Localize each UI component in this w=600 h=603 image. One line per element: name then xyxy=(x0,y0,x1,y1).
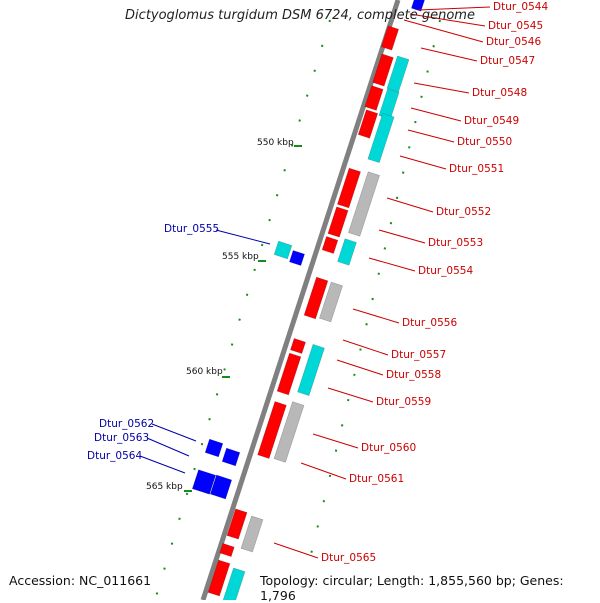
gene-label[interactable]: Dtur_0549 xyxy=(464,115,519,127)
scale-label-555: 555 kbp xyxy=(222,252,259,262)
rna-block[interactable] xyxy=(319,281,343,323)
gene-label[interactable]: Dtur_0544 xyxy=(493,1,548,13)
leader-line xyxy=(300,462,347,480)
leader-line xyxy=(386,197,434,213)
leader-line xyxy=(413,82,470,94)
leader-line xyxy=(215,229,271,245)
gene-block[interactable] xyxy=(257,401,287,459)
gene-block[interactable] xyxy=(372,53,394,87)
gene-block[interactable] xyxy=(327,206,349,238)
gene-block[interactable] xyxy=(290,338,306,354)
leader-line xyxy=(336,359,384,376)
gene-label[interactable]: Dtur_0546 xyxy=(486,36,541,48)
gene-block[interactable] xyxy=(219,543,235,557)
genome-backbone xyxy=(200,0,401,600)
cds-block[interactable] xyxy=(367,112,395,164)
leader-line xyxy=(420,47,478,62)
label-leaders xyxy=(139,6,491,559)
leader-line xyxy=(417,6,491,11)
gene-label[interactable]: Dtur_0547 xyxy=(480,55,535,67)
cds-block[interactable] xyxy=(337,238,357,266)
leader-line xyxy=(399,155,447,170)
leader-line xyxy=(409,13,486,27)
gene-label[interactable]: Dtur_0552 xyxy=(436,206,491,218)
gene-label[interactable]: Dtur_0565 xyxy=(321,552,376,564)
leader-line xyxy=(368,257,416,272)
leader-line xyxy=(410,107,462,122)
gene-label[interactable]: Dtur_0559 xyxy=(376,396,431,408)
leader-line xyxy=(407,129,455,143)
rna-block[interactable] xyxy=(273,401,305,463)
gene-label[interactable]: Dtur_0554 xyxy=(418,265,473,277)
gene-label[interactable]: Dtur_0551 xyxy=(449,163,504,175)
map-title: Dictyoglomus turgidum DSM 6724, complete… xyxy=(125,8,475,23)
gene-label[interactable]: Dtur_0553 xyxy=(428,237,483,249)
leader-line xyxy=(312,433,359,449)
gene-block[interactable] xyxy=(337,167,361,209)
gene-label[interactable]: Dtur_0564 xyxy=(87,450,142,462)
leader-line xyxy=(342,339,389,356)
gene-block[interactable] xyxy=(380,25,400,51)
scale-label-550: 550 kbp xyxy=(257,138,294,148)
leader-line xyxy=(352,308,400,324)
accession-text: Accession: NC_011661 xyxy=(9,573,152,588)
reverse-gene-block[interactable] xyxy=(221,447,241,467)
leader-line xyxy=(151,423,197,442)
leader-line xyxy=(139,455,186,474)
reverse-gene-block[interactable] xyxy=(289,250,305,266)
gene-block[interactable] xyxy=(364,85,384,111)
gene-label[interactable]: Dtur_0548 xyxy=(472,87,527,99)
cds-block[interactable] xyxy=(386,55,410,93)
reverse-gene-block[interactable] xyxy=(209,474,233,500)
gene-label[interactable]: Dtur_0560 xyxy=(361,442,416,454)
rna-block[interactable] xyxy=(240,515,264,553)
rna-block[interactable] xyxy=(348,171,380,237)
gene-block[interactable] xyxy=(321,236,339,254)
gene-label[interactable]: Dtur_0545 xyxy=(488,20,543,32)
gene-label[interactable]: Dtur_0557 xyxy=(391,349,446,361)
cds-block[interactable] xyxy=(273,240,293,260)
gene-label[interactable]: Dtur_0550 xyxy=(457,136,512,148)
gene-label[interactable]: Dtur_0562 xyxy=(99,418,154,430)
gene-label[interactable]: Dtur_0563 xyxy=(94,432,149,444)
reverse-gene-block[interactable] xyxy=(204,438,224,458)
gene-block[interactable] xyxy=(303,276,329,320)
gene-label[interactable]: Dtur_0555 xyxy=(164,223,219,235)
reverse-gene-block[interactable] xyxy=(191,469,217,495)
gene-features xyxy=(191,0,425,600)
gene-block[interactable] xyxy=(226,508,248,540)
scale-label-565: 565 kbp xyxy=(146,482,183,492)
gene-block[interactable] xyxy=(357,109,379,139)
leader-line xyxy=(327,387,374,403)
leader-line xyxy=(403,19,484,43)
gene-block[interactable] xyxy=(207,559,231,597)
cds-block[interactable] xyxy=(222,567,246,600)
leader-line xyxy=(146,437,190,457)
cds-block[interactable] xyxy=(297,343,325,397)
reverse-gene-block[interactable] xyxy=(411,0,425,12)
leader-line xyxy=(378,229,426,244)
gene-block[interactable] xyxy=(276,352,302,396)
summary-text: Topology: circular; Length: 1,855,560 bp… xyxy=(260,573,600,603)
leader-line xyxy=(273,542,319,559)
major-ticks xyxy=(184,145,302,492)
gene-label[interactable]: Dtur_0556 xyxy=(402,317,457,329)
scale-label-560: 560 kbp xyxy=(186,367,223,377)
gene-label[interactable]: Dtur_0561 xyxy=(349,473,404,485)
gene-label[interactable]: Dtur_0558 xyxy=(386,369,441,381)
